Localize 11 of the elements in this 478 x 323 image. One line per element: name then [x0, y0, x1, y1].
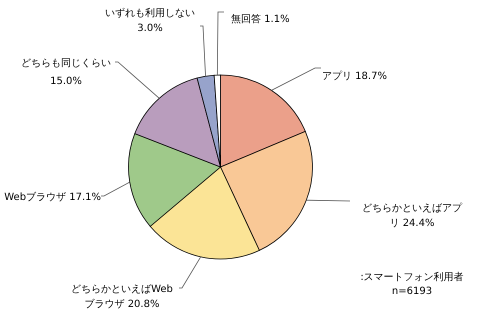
slice-label: Webブラウザ 17.1% [4, 191, 101, 203]
slice-label: どちらかといえばWebブラウザ 20.8% [71, 284, 173, 310]
text: n=6193 [392, 286, 432, 297]
slice-label: どちらも同じくらい [21, 58, 111, 69]
text: :スマートフォン利用者 [360, 271, 464, 283]
slice-label: どちらかといえばアプリ 24.4% [362, 202, 463, 229]
data-label: 3.0% [137, 23, 163, 34]
data-label: 15.0% [50, 76, 82, 87]
slice-label: アプリ 18.7% [322, 70, 387, 82]
slice-label: 無回答 1.1% [231, 13, 290, 25]
slice-label: いずれも利用しない [105, 7, 195, 19]
